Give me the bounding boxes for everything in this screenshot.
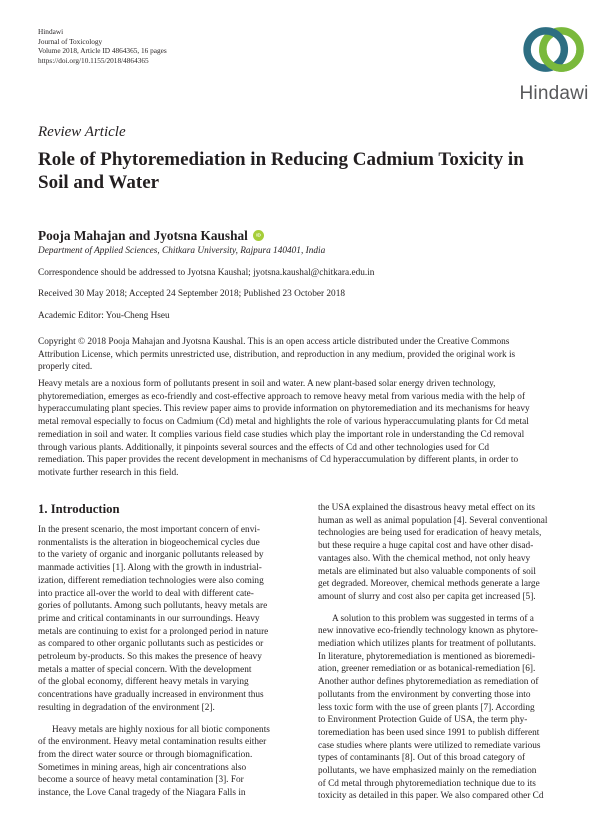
svg-text:iD: iD bbox=[256, 233, 261, 238]
